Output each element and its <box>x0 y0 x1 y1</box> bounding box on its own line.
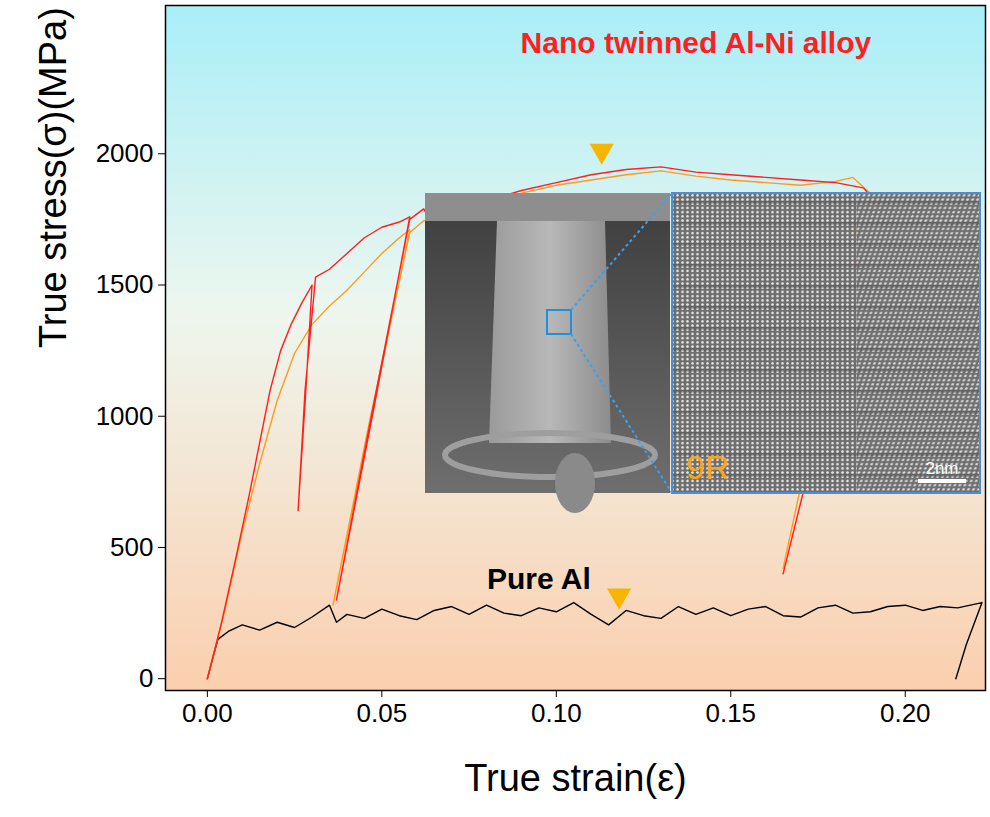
svg-text:0.00: 0.00 <box>182 698 233 728</box>
svg-text:True strain(ε): True strain(ε) <box>464 757 686 799</box>
svg-text:0.15: 0.15 <box>705 698 756 728</box>
svg-text:Nano twinned Al-Ni alloy: Nano twinned Al-Ni alloy <box>521 26 872 59</box>
svg-text:0.20: 0.20 <box>880 698 931 728</box>
svg-text:0.10: 0.10 <box>531 698 582 728</box>
svg-text:1500: 1500 <box>96 269 154 299</box>
svg-text:True stress(σ)(MPa): True stress(σ)(MPa) <box>32 7 74 348</box>
svg-text:500: 500 <box>110 532 153 562</box>
svg-text:2000: 2000 <box>96 138 154 168</box>
svg-text:0: 0 <box>139 663 153 693</box>
svg-text:2nm: 2nm <box>925 459 958 478</box>
svg-text:1000: 1000 <box>96 401 154 431</box>
svg-text:0.05: 0.05 <box>357 698 408 728</box>
svg-text:Pure Al: Pure Al <box>487 562 591 595</box>
svg-text:9R: 9R <box>686 448 729 486</box>
